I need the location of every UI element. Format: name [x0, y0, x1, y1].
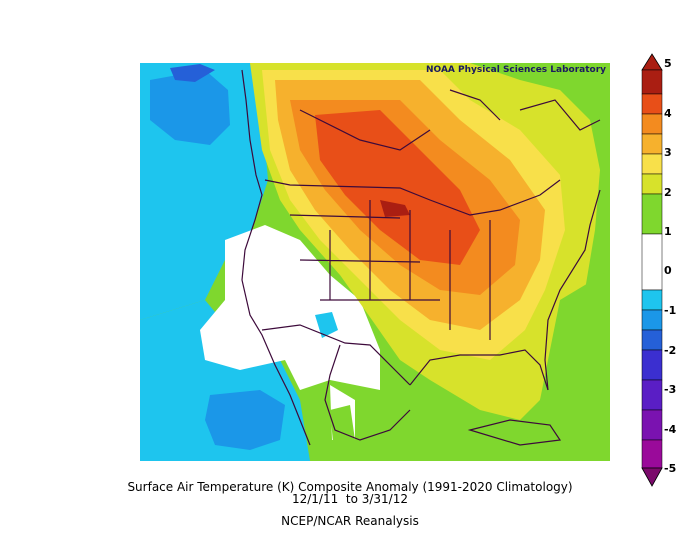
- colorbar-band: [641, 233, 663, 291]
- colorbar-bottom-arrow: [641, 467, 663, 487]
- colorbar-tick-label: 1: [664, 225, 672, 238]
- map-caption-title: Surface Air Temperature (K) Composite An…: [127, 480, 573, 494]
- colorbar-top-arrow: [641, 53, 663, 71]
- colorbar-band: [641, 329, 663, 351]
- colorbar-tick-label: -1: [664, 304, 677, 317]
- colorbar-tick-label: 5: [664, 57, 672, 70]
- noaa-psl-label: NOAA Physical Sciences Laboratory: [426, 65, 607, 75]
- colorbar-band: [641, 379, 663, 411]
- us-mexico-border: [261, 324, 411, 386]
- colorbar: [641, 53, 663, 487]
- colorbar-tick-label: -5: [664, 462, 677, 475]
- colorbar-tick-label: 3: [664, 146, 672, 159]
- gulf-coastline: [409, 349, 549, 391]
- us-canada-border: [264, 179, 561, 216]
- boundaries: [241, 69, 601, 446]
- colorbar-band: [641, 439, 663, 469]
- colorbar-band: [641, 153, 663, 175]
- colorbar-tick-label: 4: [664, 107, 672, 120]
- colorbar-band: [641, 93, 663, 115]
- map-caption-date-range: 12/1/11 to 3/31/12: [291, 492, 408, 506]
- state-lines: [289, 200, 491, 340]
- anomaly-field: [140, 63, 610, 461]
- atlantic-coastline: [544, 189, 601, 391]
- colorbar-band: [641, 69, 663, 95]
- map-caption-source: NCEP/NCAR Reanalysis: [281, 514, 419, 528]
- colorbar-band: [641, 409, 663, 441]
- cuba: [467, 419, 562, 446]
- colorbar-tick-label: -2: [664, 344, 677, 357]
- colorbar-band: [641, 193, 663, 235]
- colorbar-band: [641, 289, 663, 311]
- colorbar-tick-label: 0: [664, 264, 672, 277]
- canada-features: [299, 89, 601, 151]
- colorbar-tick-label: -3: [664, 383, 677, 396]
- colorbar-tick-label: 2: [664, 186, 672, 199]
- colorbar-band: [641, 133, 663, 155]
- colorbar-band: [641, 173, 663, 195]
- colorbar-band: [641, 113, 663, 135]
- mexico-coast: [324, 344, 411, 441]
- colorbar-band: [641, 309, 663, 331]
- colorbar-band: [641, 349, 663, 381]
- pacific-coastline: [241, 69, 311, 446]
- colorbar-tick-label: -4: [664, 423, 677, 436]
